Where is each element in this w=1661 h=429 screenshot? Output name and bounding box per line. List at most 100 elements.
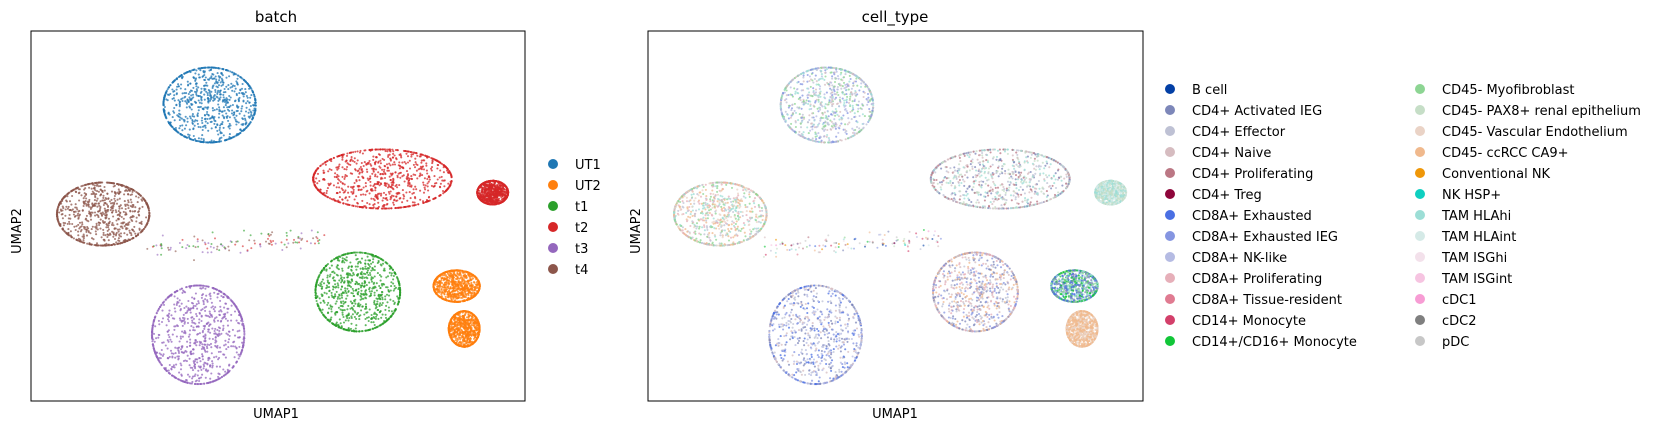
scatter-point — [99, 181, 102, 184]
scatter-point — [249, 110, 252, 113]
scatter-point — [120, 207, 124, 210]
scatter-point — [77, 234, 80, 237]
scatter-point — [171, 88, 174, 91]
scatter-point — [247, 111, 250, 114]
scatter-point — [419, 198, 422, 201]
scatter-point — [358, 315, 361, 318]
scatter-point — [371, 148, 374, 151]
scatter-point — [335, 324, 338, 327]
scatter-point — [197, 106, 200, 109]
scatter-point — [399, 176, 402, 179]
scatter-point — [319, 301, 322, 304]
scatter-point — [395, 183, 398, 186]
scatter-point — [98, 223, 101, 227]
scatter-point — [123, 232, 126, 235]
scatter-point — [188, 70, 191, 73]
scatter-point — [403, 195, 406, 198]
scatter-point — [392, 312, 395, 315]
scatter-point — [127, 193, 130, 196]
scatter-point — [496, 192, 499, 195]
scatter-point — [74, 203, 77, 206]
scatter-point — [346, 252, 349, 255]
scatter-point — [338, 294, 341, 297]
scatter-point — [372, 170, 375, 173]
scatter-point — [379, 324, 382, 327]
scatter-point — [356, 265, 359, 268]
scatter-point — [200, 87, 203, 90]
scatter-point — [123, 193, 126, 196]
scatter-point — [240, 107, 243, 110]
scatter-point — [206, 122, 209, 125]
scatter-point — [392, 282, 395, 285]
scatter-point — [504, 197, 507, 200]
scatter-point — [240, 76, 243, 79]
scatter-point — [484, 191, 487, 194]
scatter-point — [179, 113, 182, 116]
scatter-point — [212, 66, 215, 69]
scatter-point — [356, 150, 359, 153]
scatter-point — [354, 265, 357, 268]
scatter-point — [147, 217, 150, 220]
scatter-point — [140, 222, 143, 226]
scatter-point — [229, 96, 232, 99]
scatter-point — [230, 82, 233, 85]
scatter-point — [212, 77, 215, 80]
scatter-point — [319, 271, 322, 274]
scatter-point — [338, 259, 341, 262]
scatter-point — [107, 222, 110, 225]
scatter-point — [215, 80, 218, 83]
scatter-point — [254, 101, 257, 104]
scatter-point — [326, 274, 329, 277]
scatter-point — [321, 308, 324, 311]
scatter-point — [77, 216, 80, 219]
scatter-point — [370, 197, 373, 200]
scatter-point — [384, 320, 387, 323]
scatter-point — [215, 95, 218, 98]
scatter-point — [171, 81, 174, 84]
scatter-point — [355, 317, 358, 320]
scatter-point — [446, 187, 450, 190]
scatter-point — [189, 82, 192, 85]
scatter-point — [393, 309, 396, 312]
scatter-point — [61, 217, 64, 220]
scatter-point — [341, 158, 344, 161]
scatter-point — [438, 194, 441, 197]
scatter-point — [391, 156, 394, 159]
scatter-point — [112, 224, 115, 227]
scatter-point — [173, 119, 176, 122]
scatter-point — [403, 160, 406, 164]
scatter-point — [381, 291, 384, 294]
scatter-point — [442, 288, 445, 292]
scatter-point — [244, 110, 248, 113]
scatter-point — [329, 318, 332, 321]
scatter-point — [173, 99, 176, 102]
scatter-point — [433, 182, 437, 185]
scatter-point — [401, 189, 404, 192]
scatter-point — [394, 148, 397, 152]
scatter-point — [127, 188, 131, 191]
scatter-point — [490, 185, 493, 188]
scatter-point — [348, 272, 351, 275]
scatter-point — [393, 199, 396, 202]
scatter-point — [363, 281, 366, 284]
scatter-point — [314, 169, 318, 172]
scatter-point — [133, 225, 136, 228]
scatter-point — [375, 194, 378, 197]
scatter-point — [388, 175, 391, 178]
scatter-point — [191, 118, 194, 122]
scatter-point — [384, 173, 387, 176]
scatter-point — [365, 284, 368, 287]
scatter-point — [202, 70, 205, 73]
scatter-point — [359, 260, 362, 263]
scatter-point — [363, 313, 366, 316]
scatter-point — [347, 327, 350, 330]
scatter-point — [485, 185, 489, 188]
scatter-point — [323, 268, 326, 271]
scatter-point — [327, 296, 330, 299]
scatter-point — [353, 310, 356, 313]
scatter-point — [342, 300, 345, 303]
scatter-point — [346, 165, 349, 169]
scatter-point — [343, 261, 346, 264]
scatter-point — [171, 116, 174, 119]
scatter-point — [183, 72, 186, 75]
